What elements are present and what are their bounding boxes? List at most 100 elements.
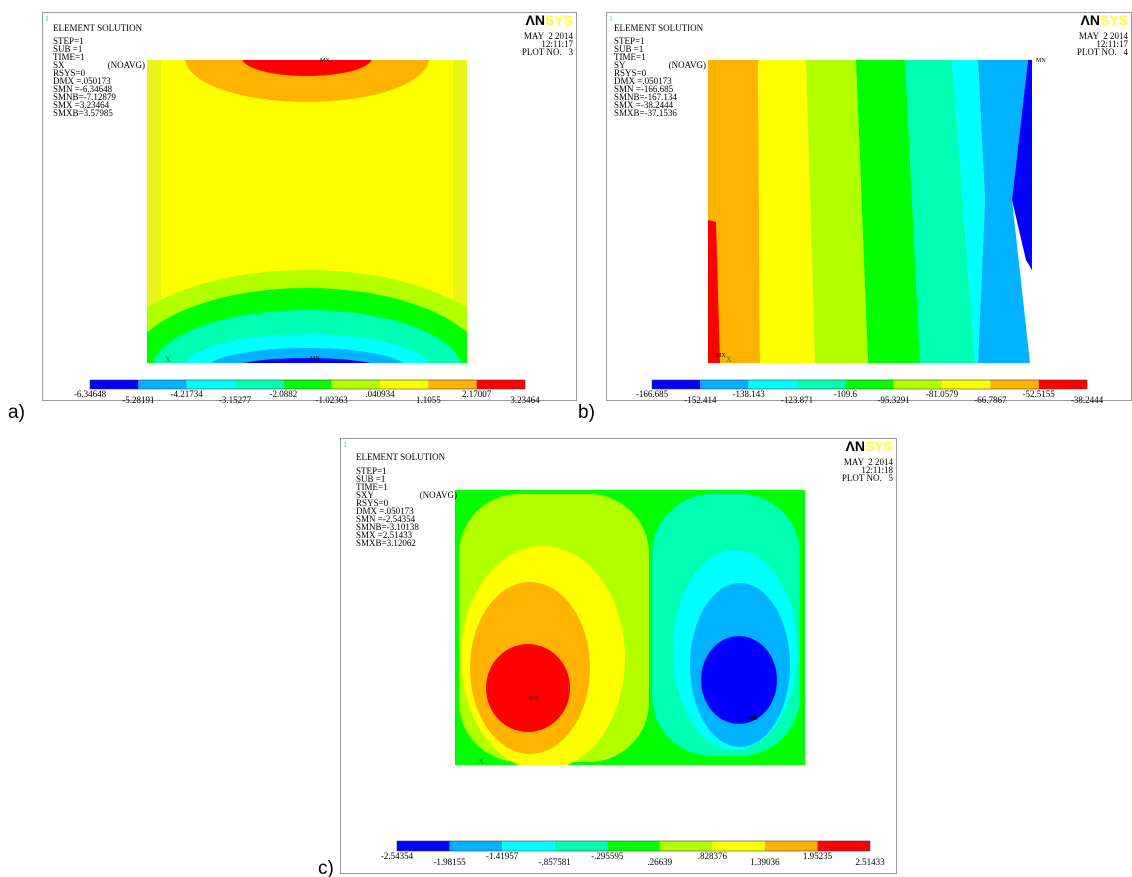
logo-sys: SYS bbox=[1100, 12, 1128, 28]
window-number: 1 bbox=[609, 14, 613, 23]
legend-swatch bbox=[712, 841, 765, 851]
plot-number: PLOT NO. 5 bbox=[842, 473, 894, 483]
legend-label: -138.143 bbox=[733, 389, 766, 399]
info-line: SUB =1 bbox=[614, 44, 643, 54]
info-line: SMNB=-3.10138 bbox=[356, 522, 419, 532]
legend-swatch bbox=[90, 380, 139, 389]
legend-label: -2.0882 bbox=[269, 389, 297, 399]
max-tag: MX bbox=[320, 58, 330, 64]
legend-label: -123.871 bbox=[781, 395, 813, 405]
date: MAY 2 2014 bbox=[1079, 31, 1129, 41]
info-line: DMX =.050173 bbox=[53, 76, 111, 86]
max-tag: MX bbox=[529, 696, 539, 702]
legend-label: -6.34648 bbox=[74, 389, 107, 399]
info-line: SMNB=-7.12879 bbox=[53, 92, 116, 102]
time: 12:11:17 bbox=[1096, 39, 1128, 49]
legend-label: -4.21734 bbox=[171, 389, 204, 399]
min-tag: MN bbox=[310, 356, 320, 362]
legend-swatch bbox=[380, 380, 429, 389]
legend-label: -52.5155 bbox=[1023, 389, 1056, 399]
window-number: 1 bbox=[343, 440, 347, 449]
legend-swatch bbox=[700, 380, 749, 389]
info-line: RSYS=0 bbox=[614, 68, 647, 78]
avg-mode: (NOAVG) bbox=[669, 60, 706, 70]
legend-swatch bbox=[797, 380, 846, 389]
legend-swatch bbox=[893, 380, 942, 389]
info-line: TIME=1 bbox=[356, 482, 388, 492]
info-line: SMN =-2.54354 bbox=[356, 514, 416, 524]
legend-label: .26639 bbox=[647, 857, 672, 867]
min-tag: MN bbox=[748, 716, 758, 722]
contour-sxy bbox=[455, 490, 805, 765]
ansys-logo: ΛNSYS bbox=[526, 12, 573, 28]
avg-mode: (NOAVG) bbox=[420, 490, 457, 500]
contour-sx bbox=[147, 60, 467, 363]
legend-label: 1.39036 bbox=[750, 857, 780, 867]
legend-swatch bbox=[1038, 380, 1087, 389]
min-tag: MN bbox=[1036, 58, 1046, 64]
info-line: STEP=1 bbox=[356, 466, 387, 476]
legend-swatch bbox=[331, 380, 380, 389]
triad-x: X bbox=[726, 355, 732, 364]
logo-an: ΛN bbox=[526, 12, 545, 28]
info-line: SMX =-38.2444 bbox=[614, 100, 674, 110]
info-line: SMNB=-167.134 bbox=[614, 92, 677, 102]
triad-x: X bbox=[478, 757, 484, 766]
legend-label: -166.685 bbox=[636, 389, 669, 399]
legend-label: -1.98155 bbox=[433, 857, 466, 867]
component: SX bbox=[53, 60, 65, 70]
avg-mode: (NOAVG) bbox=[108, 60, 145, 70]
legend-border bbox=[651, 379, 1088, 390]
legend-border bbox=[396, 840, 871, 852]
legend-label: 1.1055 bbox=[416, 395, 441, 405]
info-line: SMXB=3.12062 bbox=[356, 538, 416, 548]
logo-an: ΛN bbox=[1081, 12, 1100, 28]
legend-swatch bbox=[397, 841, 450, 851]
legend-label: .828376 bbox=[698, 851, 728, 861]
legend-swatch bbox=[652, 380, 701, 389]
date: MAY 2 2014 bbox=[524, 31, 574, 41]
ansys-logo: ΛNSYS bbox=[1081, 12, 1128, 28]
info-line: SMX =3.23464 bbox=[53, 100, 110, 110]
info-line: SMXB=-37.1536 bbox=[614, 108, 677, 118]
info-line: SUB =1 bbox=[53, 44, 82, 54]
component: SY bbox=[614, 60, 626, 70]
window-number: 1 bbox=[45, 14, 49, 23]
legend-label: -.857581 bbox=[539, 857, 571, 867]
info-line: TIME=1 bbox=[53, 52, 85, 62]
info-line: SMXB=3.57985 bbox=[53, 108, 113, 118]
legend-swatch bbox=[502, 841, 555, 851]
legend-label: 1.95235 bbox=[803, 851, 833, 861]
legend-swatch bbox=[748, 380, 797, 389]
component: SXY bbox=[356, 490, 375, 500]
legend-swatch bbox=[449, 841, 503, 851]
legend-swatch bbox=[186, 380, 235, 389]
legend-label: -5.28191 bbox=[122, 395, 154, 405]
info-line: STEP=1 bbox=[614, 36, 645, 46]
legend-swatch bbox=[990, 380, 1039, 389]
legend-label: -81.0579 bbox=[926, 389, 959, 399]
legend-label: 2.51433 bbox=[855, 857, 885, 867]
legend-label: -95.3291 bbox=[878, 395, 910, 405]
panel-label: c) bbox=[318, 858, 334, 877]
info-line: DMX =.050173 bbox=[356, 506, 414, 516]
legend-label: 2.17007 bbox=[462, 389, 492, 399]
info-line: TIME=1 bbox=[614, 52, 646, 62]
panel-label: b) bbox=[578, 402, 595, 423]
max-tag: MX bbox=[716, 353, 726, 359]
logo-an: ΛN bbox=[846, 438, 865, 454]
legend-swatch bbox=[607, 841, 660, 851]
legend-label: -.295595 bbox=[591, 851, 624, 861]
logo-sys: SYS bbox=[865, 438, 893, 454]
legend-swatch bbox=[942, 380, 991, 389]
info-line: SMN =-166.685 bbox=[614, 84, 674, 94]
panel-label: a) bbox=[8, 402, 25, 423]
legend-label: 3.23464 bbox=[510, 395, 540, 405]
legend-label: -109.6 bbox=[834, 389, 858, 399]
legend-label: -66.7867 bbox=[974, 395, 1007, 405]
time: 12:11:18 bbox=[861, 465, 893, 475]
legend-swatch bbox=[428, 380, 477, 389]
info-line: SMX =2.51433 bbox=[356, 530, 413, 540]
legend-swatch bbox=[476, 380, 525, 389]
legend-label: -152.414 bbox=[684, 395, 717, 405]
